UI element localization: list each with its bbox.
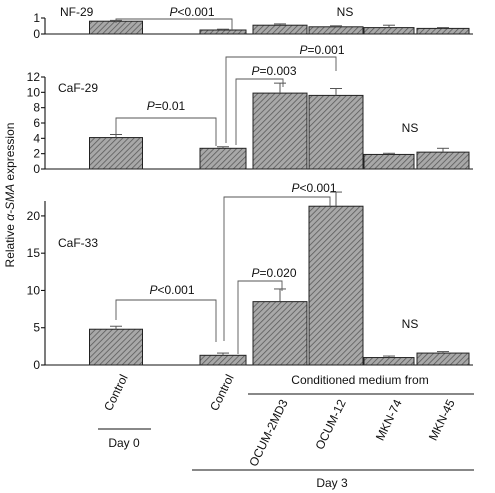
p-value-label: P<0.001 bbox=[149, 283, 194, 297]
bar bbox=[416, 151, 470, 170]
p-value-label: P=0.003 bbox=[251, 64, 296, 78]
panel-title: CaF-33 bbox=[58, 236, 98, 250]
y-tick-label: 10 bbox=[27, 85, 41, 99]
p-value-label: P=0.01 bbox=[147, 99, 186, 113]
significance-bracket bbox=[235, 78, 284, 145]
y-tick-label: 0 bbox=[33, 162, 40, 176]
group-label-conditioned: Conditioned medium from bbox=[291, 373, 428, 387]
bar bbox=[416, 352, 470, 366]
y-tick-label: 0 bbox=[33, 358, 40, 372]
category-label: Control bbox=[207, 372, 237, 413]
bar bbox=[89, 328, 143, 366]
y-tick-label: 5 bbox=[33, 321, 40, 335]
y-tick-label: 15 bbox=[27, 246, 41, 260]
panel-title: NF-29 bbox=[60, 5, 94, 19]
bar bbox=[252, 24, 308, 35]
x-axis-labels: Control Control OCUM-2MD3 OCUM-12 MKN-74 MKN-… bbox=[98, 372, 474, 490]
bar bbox=[308, 26, 364, 35]
y-tick-label: 8 bbox=[33, 101, 40, 115]
p-value-label: P=0.001 bbox=[299, 43, 344, 57]
y-tick-label: 10 bbox=[27, 283, 41, 297]
chart-panels: 01 NF-29 P<0.001 NS024681012CaF-29P=0.01P=0… bbox=[27, 5, 473, 372]
bar bbox=[416, 27, 470, 35]
ns-label: NS bbox=[402, 121, 419, 135]
bar bbox=[308, 94, 364, 170]
group-label-day3: Day 3 bbox=[316, 476, 348, 490]
bar bbox=[252, 92, 308, 170]
category-label: MKN-45 bbox=[426, 397, 458, 443]
panel-1: 0 1 NF-29 P<0.001 NS bbox=[33, 5, 473, 41]
bar bbox=[363, 153, 415, 170]
significance-bracket bbox=[115, 299, 217, 342]
y-tick-label: 20 bbox=[27, 209, 41, 223]
panel-3: 0 5 10 15 20 CaF-33 P<0.001 P=0.020 P<0.001 NS bbox=[27, 181, 473, 372]
bar bbox=[199, 147, 247, 170]
bar bbox=[199, 29, 247, 35]
bar bbox=[308, 205, 364, 366]
y-tick-label: 2 bbox=[33, 147, 40, 161]
bar bbox=[199, 354, 247, 366]
group-label-day0: Day 0 bbox=[108, 436, 140, 450]
significance-bracket bbox=[225, 56, 337, 143]
p-value-label: P=0.020 bbox=[251, 266, 296, 280]
y-axis-label: Relative α-SMA expression bbox=[3, 123, 17, 268]
category-label: OCUM-2MD3 bbox=[246, 397, 291, 469]
bar bbox=[252, 301, 308, 366]
category-label: Control bbox=[101, 372, 131, 413]
bar bbox=[89, 137, 143, 170]
panel-title: CaF-29 bbox=[58, 81, 98, 95]
ns-label: NS bbox=[402, 317, 419, 331]
y-tick-label: 6 bbox=[33, 116, 40, 130]
significance-bracket bbox=[237, 280, 283, 354]
bar bbox=[363, 357, 415, 366]
significance-bracket bbox=[115, 18, 233, 31]
bar bbox=[363, 27, 415, 35]
category-label: MKN-74 bbox=[373, 397, 405, 443]
p-value-label: P<0.001 bbox=[169, 5, 214, 19]
significance-bracket bbox=[223, 196, 331, 341]
y-tick-label: 1 bbox=[33, 11, 40, 25]
ns-label: NS bbox=[337, 5, 354, 19]
y-tick-label: 0 bbox=[33, 27, 40, 41]
category-label: OCUM-12 bbox=[312, 397, 348, 452]
significance-bracket bbox=[115, 117, 217, 146]
y-tick-label: 12 bbox=[27, 70, 41, 84]
y-tick-label: 4 bbox=[33, 131, 40, 145]
p-value-label: P<0.001 bbox=[291, 181, 336, 195]
bar bbox=[89, 20, 143, 35]
